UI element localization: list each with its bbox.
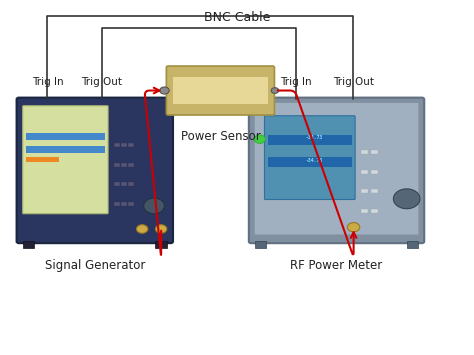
Circle shape xyxy=(155,225,167,233)
FancyBboxPatch shape xyxy=(249,98,424,243)
Bar xyxy=(128,182,134,186)
Bar xyxy=(23,241,34,248)
Bar xyxy=(361,170,368,174)
Text: Trig In: Trig In xyxy=(32,77,63,87)
Circle shape xyxy=(271,88,279,93)
Bar xyxy=(26,133,105,140)
FancyBboxPatch shape xyxy=(254,102,419,235)
Circle shape xyxy=(347,223,360,232)
Bar xyxy=(361,150,368,154)
Bar xyxy=(361,209,368,213)
Bar xyxy=(128,143,134,147)
Bar xyxy=(26,157,59,162)
Text: RF Power Meter: RF Power Meter xyxy=(291,259,383,272)
FancyBboxPatch shape xyxy=(264,116,355,200)
Bar xyxy=(361,189,368,193)
Bar xyxy=(114,163,120,167)
Text: BNC Cable: BNC Cable xyxy=(204,11,270,24)
Text: -34.73: -34.73 xyxy=(306,135,323,140)
FancyBboxPatch shape xyxy=(166,66,274,115)
Circle shape xyxy=(393,189,420,209)
Bar xyxy=(121,202,127,206)
Bar xyxy=(121,163,127,167)
Bar xyxy=(155,241,167,248)
Bar xyxy=(114,202,120,206)
Bar xyxy=(371,209,378,213)
Circle shape xyxy=(160,87,169,94)
Text: Power Sensor: Power Sensor xyxy=(181,130,260,143)
Text: Trig Out: Trig Out xyxy=(333,77,374,87)
Bar xyxy=(128,202,134,206)
Bar xyxy=(128,163,134,167)
Bar xyxy=(114,143,120,147)
Circle shape xyxy=(254,135,265,143)
Bar xyxy=(26,146,105,153)
Circle shape xyxy=(137,225,148,233)
Bar xyxy=(371,170,378,174)
Bar xyxy=(268,135,352,145)
Text: Trig Out: Trig Out xyxy=(82,77,122,87)
Bar xyxy=(268,157,352,167)
Bar xyxy=(114,182,120,186)
Bar xyxy=(371,150,378,154)
FancyBboxPatch shape xyxy=(17,98,173,243)
Bar xyxy=(121,143,127,147)
Text: Signal Generator: Signal Generator xyxy=(45,259,145,272)
Text: Trig In: Trig In xyxy=(281,77,312,87)
Text: -34.73: -34.73 xyxy=(306,158,323,163)
Bar xyxy=(407,241,418,248)
Bar xyxy=(255,241,266,248)
Circle shape xyxy=(144,198,164,214)
Bar xyxy=(173,77,268,104)
Bar xyxy=(121,182,127,186)
Bar xyxy=(371,189,378,193)
FancyBboxPatch shape xyxy=(23,106,108,214)
